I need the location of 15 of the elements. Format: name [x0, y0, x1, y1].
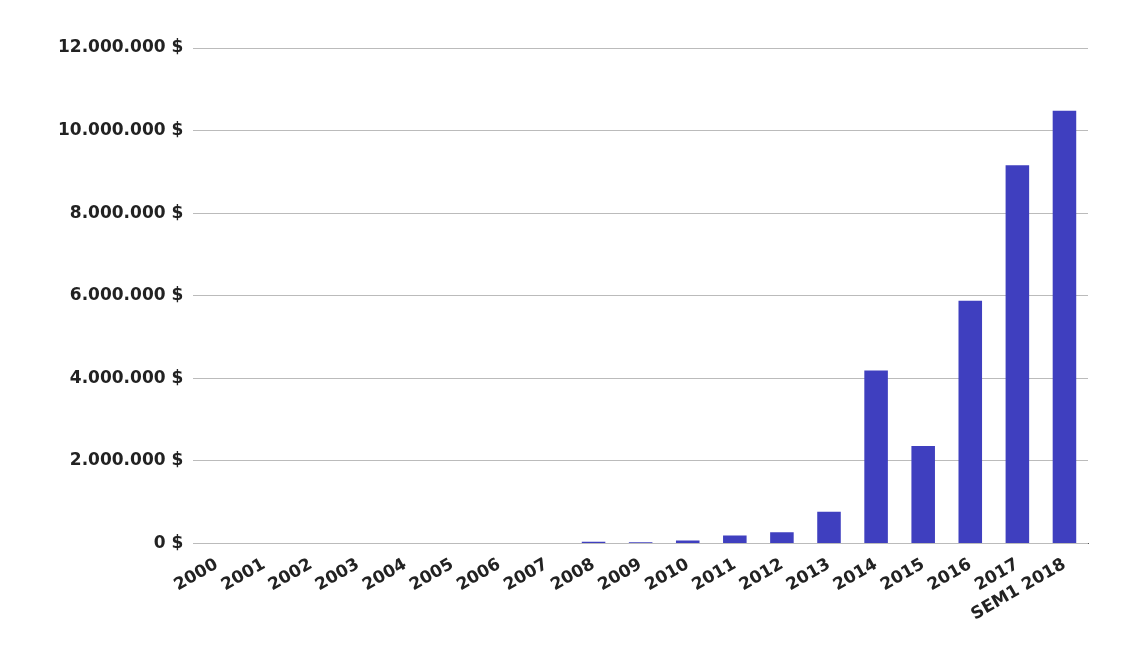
bar: [723, 535, 747, 543]
y-tick-label: 4.000.000 $: [69, 366, 184, 387]
y-tick-label: 2.000.000 $: [69, 449, 184, 470]
bar: [770, 532, 794, 543]
y-tick-label: 10.000.000 $: [58, 118, 184, 139]
y-tick-label: 8.000.000 $: [69, 201, 184, 222]
y-tick-label: 0 $: [153, 531, 184, 552]
bar: [911, 445, 935, 543]
bar: [958, 300, 983, 543]
y-tick-label: 12.000.000 $: [58, 36, 184, 57]
bar: [1052, 110, 1077, 543]
bar: [817, 511, 841, 543]
bar: [1005, 165, 1030, 543]
y-tick-label: 6.000.000 $: [69, 284, 184, 305]
bar: [864, 370, 888, 543]
